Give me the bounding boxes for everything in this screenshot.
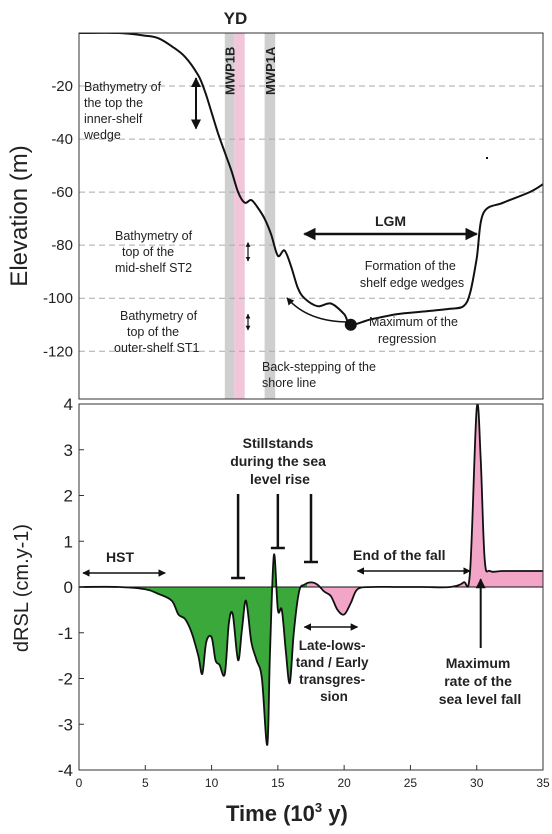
x-ticks: 0 5 10 15 20 25 30 35 xyxy=(76,765,550,790)
hst-label: HST xyxy=(106,549,134,565)
bottom-y-ticks: 4 3 2 1 0 -1 -2 -3 -4 xyxy=(58,395,84,780)
x-tick-label: 20 xyxy=(337,776,351,790)
y-tick-label: -60 xyxy=(51,184,73,201)
top-panel-frame xyxy=(78,32,544,400)
end-of-fall-label: End of the fall xyxy=(353,547,446,563)
y-tick-label: -2 xyxy=(58,670,73,689)
lgm-label: LGM xyxy=(375,213,406,229)
top-y-ticks: -20 -40 -60 -80 -100 -120 xyxy=(43,78,73,360)
x-tick-label: 10 xyxy=(205,776,219,790)
annotation-stillstands: Stillstands during the sea level rise xyxy=(230,435,330,487)
annotation-max-regression: Maximum of the regression xyxy=(369,315,461,346)
maximum-regression-point xyxy=(344,318,357,331)
y-tick-label: -4 xyxy=(58,761,73,780)
annotation-mid-shelf: Bathymetry of top of the mid-shelf ST2 xyxy=(115,229,196,275)
band-1 xyxy=(234,33,245,399)
drsl-fill xyxy=(79,404,543,745)
annotation-inner-shelf: Bathymetry of the top the inner-shelf we… xyxy=(83,80,165,142)
y-tick-label: -120 xyxy=(43,343,73,360)
x-tick-label: 30 xyxy=(470,776,484,790)
y-tick-label: -1 xyxy=(58,624,73,643)
y-tick-label: 0 xyxy=(64,578,73,597)
x-axis-label: Time (103 y) xyxy=(226,800,348,826)
annotation-max-rate: Maximum rate of the sea level fall xyxy=(439,655,522,707)
negative-fill xyxy=(79,554,308,745)
y-tick-label: -20 xyxy=(51,78,73,95)
x-tick-label: 15 xyxy=(271,776,285,790)
annotation-shelf-edge: Formation of the shelf edge wedges xyxy=(360,259,464,290)
small-tick-mark xyxy=(486,157,488,159)
bottom-y-axis-label: dRSL (cm.y-1) xyxy=(11,524,33,652)
positive-fill-group xyxy=(307,404,543,615)
mwp1a-label: MWP1A xyxy=(263,46,278,95)
mwp1b-label: MWP1B xyxy=(222,47,237,95)
annotation-back-stepping: Back-stepping of the shore line xyxy=(262,360,379,390)
x-tick-label: 35 xyxy=(536,776,550,790)
elevation-curve xyxy=(79,33,543,326)
y-tick-label: -100 xyxy=(43,290,73,307)
y-tick-label: -3 xyxy=(58,715,73,734)
y-tick-label: 4 xyxy=(64,395,73,414)
y-tick-label: 3 xyxy=(64,441,73,460)
positive-fill xyxy=(307,404,543,615)
top-gridlines xyxy=(79,85,543,352)
x-tick-label: 25 xyxy=(404,776,418,790)
x-tick-label: 0 xyxy=(76,776,83,790)
band-0 xyxy=(224,33,235,399)
stillstand-markers xyxy=(231,494,318,580)
annotation-outer-shelf: Bathymetry of top of the outer-shelf ST1 xyxy=(114,309,201,355)
y-tick-label: 2 xyxy=(64,487,73,506)
x-tick-label: 5 xyxy=(142,776,149,790)
negative-fill-group xyxy=(79,554,308,745)
y-tick-label: -80 xyxy=(51,237,73,254)
back-stepping-arrow xyxy=(286,297,350,323)
drsl-curve xyxy=(79,404,543,746)
y-tick-label: 1 xyxy=(64,532,73,551)
y-tick-label: -40 xyxy=(51,131,73,148)
band-2 xyxy=(264,33,276,399)
annotation-late-lowstand: Late-lows- tand / Early transgres- sion xyxy=(296,638,373,704)
time-bands xyxy=(224,33,276,399)
top-y-axis-label: Elevation (m) xyxy=(6,145,33,286)
yd-label: YD xyxy=(224,9,248,28)
